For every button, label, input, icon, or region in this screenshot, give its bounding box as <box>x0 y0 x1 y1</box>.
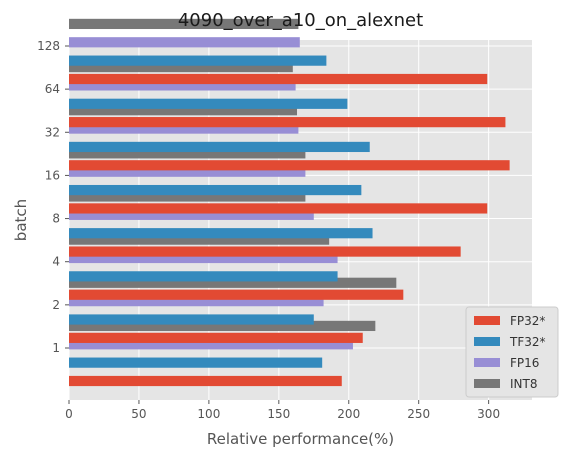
bar-fp32-batch-64 <box>69 117 506 128</box>
legend-swatch <box>474 337 500 346</box>
chart-title: 4090_over_a10_on_alexnet <box>178 10 423 31</box>
bar-fp32-batch-4 <box>69 289 404 300</box>
bar-fp32-batch-128 <box>69 73 488 85</box>
y-tick-label: 1 <box>52 341 60 355</box>
y-tick-label: 2 <box>52 298 60 312</box>
legend-box <box>465 306 559 398</box>
y-tick-label: 64 <box>45 82 60 96</box>
bar-fp32-batch-16 <box>69 203 488 214</box>
x-tick-label: 300 <box>477 407 500 421</box>
bar-tf32-batch-16 <box>69 184 362 196</box>
legend-label: FP32* <box>510 314 545 328</box>
y-axis-ticks: 1 2 4 8 16 32 64 128 <box>37 39 69 355</box>
x-tick-label: 200 <box>337 407 360 421</box>
bar-fp32-batch-1 <box>69 375 342 387</box>
bar-tf32-batch-8 <box>69 228 373 239</box>
bar-int8-batch-32 <box>69 105 298 116</box>
bar-tf32-batch-64 <box>69 98 348 109</box>
y-tick-label: 128 <box>37 39 60 53</box>
legend-swatch <box>474 358 500 367</box>
bar-int8-batch-16 <box>69 148 306 159</box>
legend: FP32* TF32* FP16 INT8 <box>465 306 559 398</box>
bar-fp16-batch-4 <box>69 252 338 264</box>
bar-int8-batch-2 <box>69 277 397 288</box>
x-axis-ticks: 0 50 100 150 200 250 300 <box>65 400 500 421</box>
x-tick-label: 0 <box>65 407 73 421</box>
legend-label: FP16 <box>510 356 539 370</box>
legend-label: TF32* <box>509 335 546 349</box>
bar-tf32-batch-32 <box>69 141 370 153</box>
x-axis-label: Relative performance(%) <box>207 430 394 448</box>
bar-int8-batch-8 <box>69 191 306 202</box>
bar-fp16-batch-2 <box>69 296 324 307</box>
bar-int8-batch-4 <box>69 234 330 245</box>
bar-fp32-batch-2 <box>69 332 363 343</box>
bars <box>69 18 510 387</box>
bar-int8-batch-64 <box>69 61 293 73</box>
legend-label: INT8 <box>510 377 537 391</box>
x-tick-label: 50 <box>131 407 146 421</box>
x-tick-label: 100 <box>197 407 220 421</box>
bar-tf32-batch-4 <box>69 271 338 282</box>
y-tick-label: 8 <box>52 212 60 226</box>
y-tick-label: 16 <box>45 168 60 182</box>
y-tick-label: 4 <box>52 255 60 269</box>
bar-fp16-batch-64 <box>69 80 296 91</box>
x-tick-label: 250 <box>407 407 430 421</box>
bar-fp32-batch-32 <box>69 160 510 171</box>
bar-fp32-batch-8 <box>69 246 461 257</box>
bar-tf32-batch-128 <box>69 55 327 66</box>
bar-fp16-batch-128 <box>69 37 300 48</box>
bar-tf32-batch-2 <box>69 314 314 325</box>
legend-swatch <box>474 316 500 325</box>
y-tick-label: 32 <box>45 125 60 139</box>
bar-fp16-batch-1 <box>69 339 353 350</box>
bar-fp16-batch-16 <box>69 166 306 177</box>
bar-fp16-batch-32 <box>69 123 299 134</box>
x-tick-label: 150 <box>267 407 290 421</box>
bar-tf32-batch-1 <box>69 357 323 368</box>
legend-swatch <box>474 379 500 388</box>
y-axis-label: batch <box>12 199 30 241</box>
bar-int8-batch-1 <box>69 320 376 332</box>
bar-int8-batch-128 <box>69 18 299 30</box>
bar-fp16-batch-8 <box>69 209 314 220</box>
